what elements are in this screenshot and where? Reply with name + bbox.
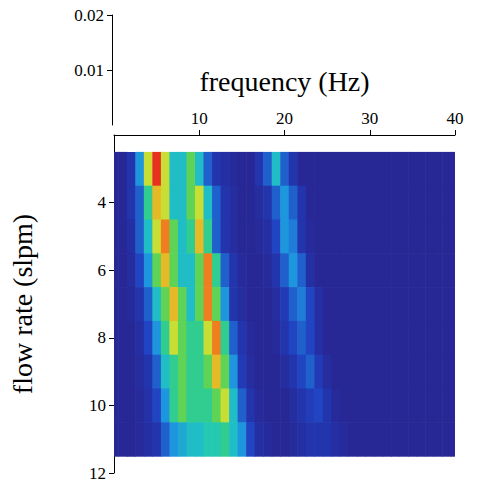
svg-text:frequency (Hz): frequency (Hz) xyxy=(199,66,369,97)
svg-text:30: 30 xyxy=(361,109,378,128)
svg-text:10: 10 xyxy=(191,109,208,128)
svg-text:0.01: 0.01 xyxy=(74,61,104,80)
svg-text:40: 40 xyxy=(447,109,464,128)
svg-text:4: 4 xyxy=(98,193,107,212)
svg-text:20: 20 xyxy=(276,109,293,128)
svg-text:10: 10 xyxy=(89,396,106,415)
svg-text:6: 6 xyxy=(98,261,107,280)
svg-text:flow rate (slpm): flow rate (slpm) xyxy=(7,214,38,394)
svg-text:12: 12 xyxy=(89,464,106,483)
svg-text:8: 8 xyxy=(98,328,107,347)
svg-text:0.02: 0.02 xyxy=(74,6,104,25)
